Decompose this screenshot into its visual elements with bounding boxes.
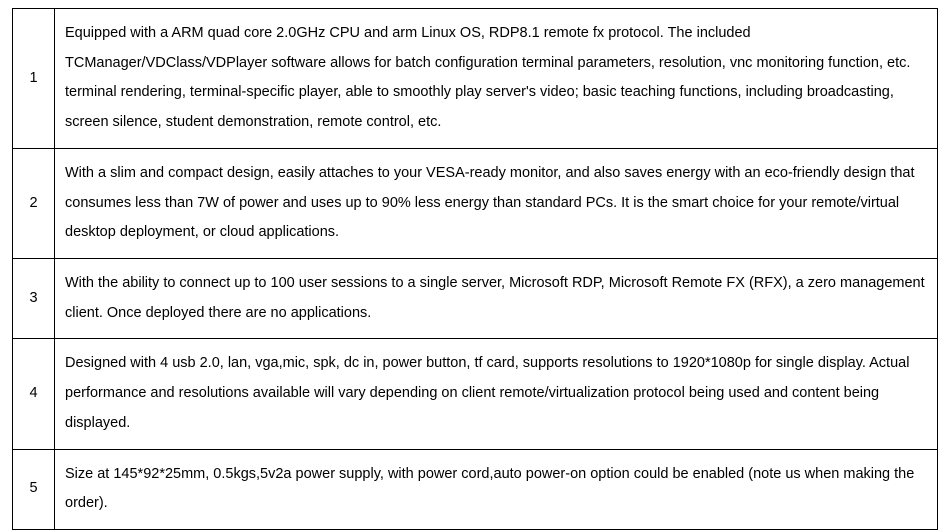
row-text: Equipped with a ARM quad core 2.0GHz CPU… <box>55 9 938 149</box>
row-text: With a slim and compact design, easily a… <box>55 148 938 258</box>
spec-table: 1 Equipped with a ARM quad core 2.0GHz C… <box>12 8 938 530</box>
row-text: Size at 145*92*25mm, 0.5kgs,5v2a power s… <box>55 449 938 529</box>
table-row: 1 Equipped with a ARM quad core 2.0GHz C… <box>13 9 938 149</box>
table-row: 4 Designed with 4 usb 2.0, lan, vga,mic,… <box>13 339 938 449</box>
table-row: 5 Size at 145*92*25mm, 0.5kgs,5v2a power… <box>13 449 938 529</box>
table-row: 2 With a slim and compact design, easily… <box>13 148 938 258</box>
table-row: 3 With the ability to connect up to 100 … <box>13 259 938 339</box>
row-index: 4 <box>13 339 55 449</box>
row-index: 2 <box>13 148 55 258</box>
row-index: 3 <box>13 259 55 339</box>
row-text: Designed with 4 usb 2.0, lan, vga,mic, s… <box>55 339 938 449</box>
page-container: 1 Equipped with a ARM quad core 2.0GHz C… <box>0 0 950 514</box>
spec-table-body: 1 Equipped with a ARM quad core 2.0GHz C… <box>13 9 938 530</box>
row-index: 1 <box>13 9 55 149</box>
row-index: 5 <box>13 449 55 529</box>
row-text: With the ability to connect up to 100 us… <box>55 259 938 339</box>
